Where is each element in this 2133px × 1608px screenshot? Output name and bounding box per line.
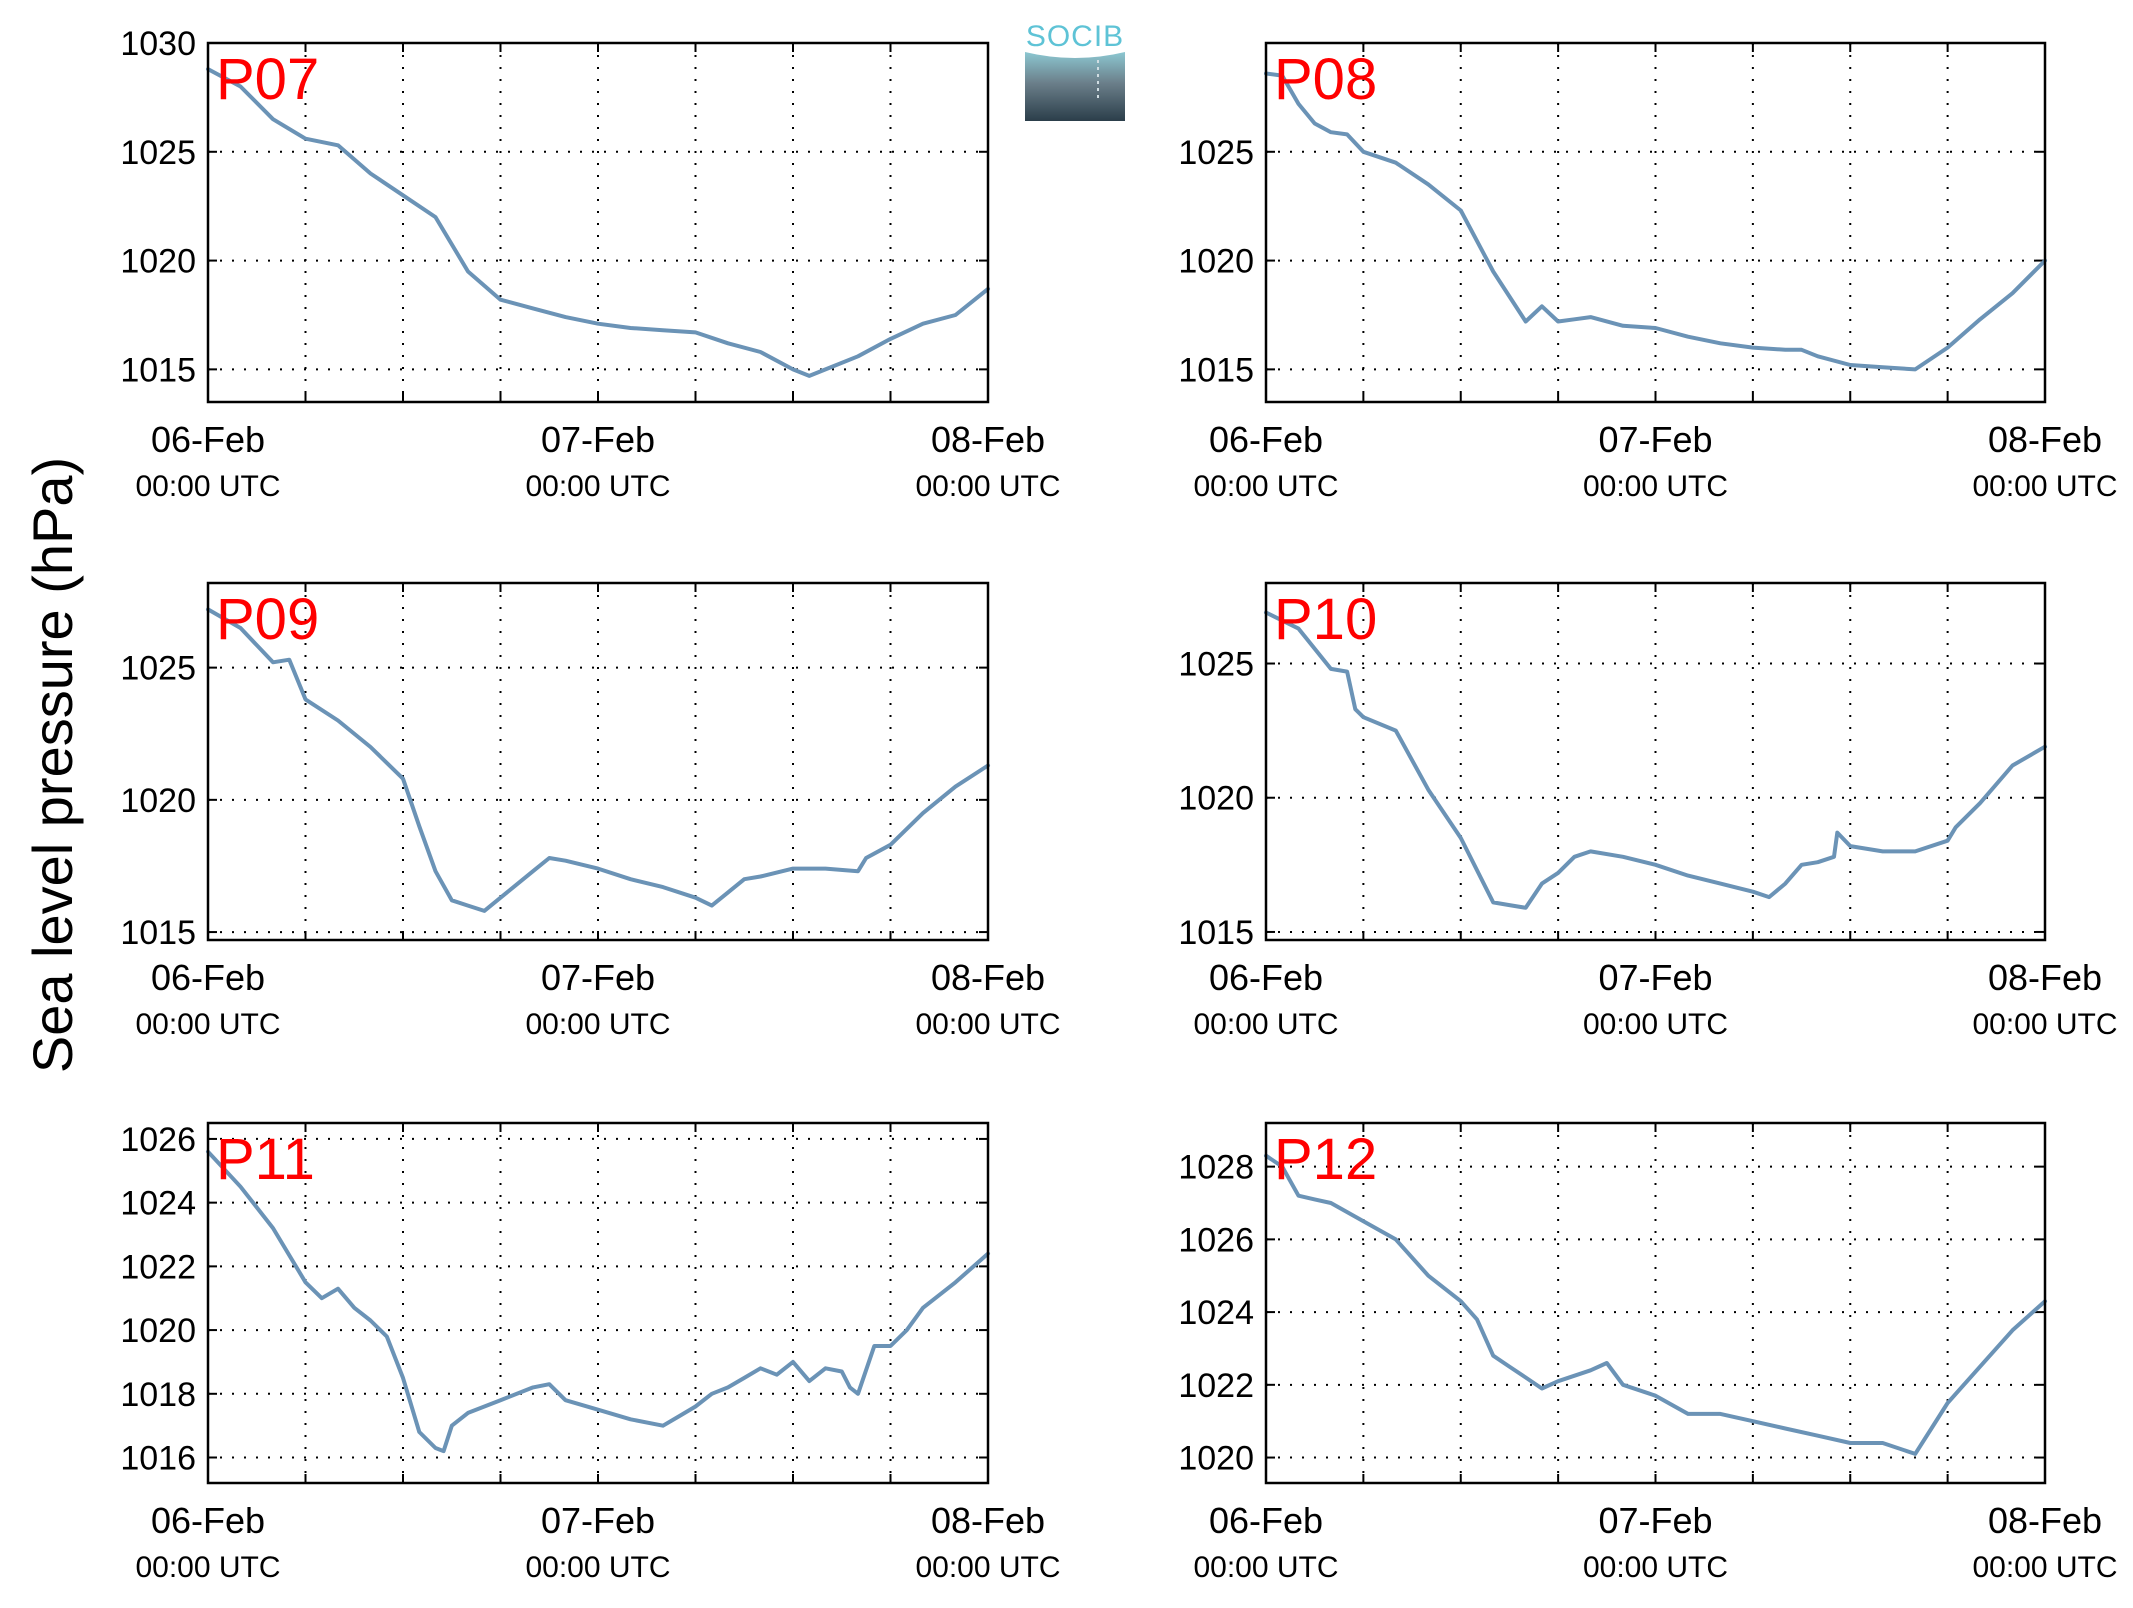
- x-tick-label-time: 00:00 UTC: [915, 470, 1060, 503]
- y-tick-label: 1026: [120, 1121, 196, 1159]
- y-tick-label: 1030: [120, 25, 196, 63]
- chart-panel-p09: 1015 1020 1025 06-Feb 00:00 UTC 07-Feb 00:00 U…: [120, 581, 1061, 1041]
- x-tick-label-date: 06-Feb: [151, 419, 265, 460]
- series-line-p11: [206, 1149, 990, 1454]
- y-tick-label: 1024: [1178, 1294, 1254, 1332]
- axes-frame: [206, 581, 990, 942]
- y-tick-label: 1022: [120, 1248, 196, 1286]
- x-tick-label-time: 00:00 UTC: [1972, 470, 2117, 503]
- panel-label: P12: [1274, 1127, 1377, 1192]
- x-tick-label-date: 08-Feb: [931, 419, 1045, 460]
- x-tick-label-time: 00:00 UTC: [525, 1551, 670, 1584]
- x-tick-label-date: 06-Feb: [1209, 1500, 1323, 1541]
- series-line-p10: [1264, 610, 2047, 910]
- y-tick-label: 1015: [120, 914, 196, 952]
- x-tick-label-time: 00:00 UTC: [135, 470, 280, 503]
- y-tick-label: 1026: [1178, 1221, 1254, 1259]
- chart-panel-p10: 1015 1020 1025 06-Feb 00:00 UTC 07-Feb 00:00 U…: [1178, 581, 2118, 1041]
- axes-frame: [206, 1121, 990, 1485]
- y-tick-label: 1016: [120, 1440, 196, 1478]
- x-tick-label-date: 07-Feb: [541, 419, 655, 460]
- series-line-p07: [206, 67, 990, 378]
- x-tick-label-date: 06-Feb: [151, 1500, 265, 1541]
- x-tick-label-time: 00:00 UTC: [915, 1008, 1060, 1041]
- chart-panel-p11: 1016 1018 1020 1022 1024 1026 06-Feb 00:00 UTC 0…: [120, 1121, 1060, 1584]
- y-tick-label: 1020: [1178, 780, 1254, 818]
- x-tick-label-time: 00:00 UTC: [1972, 1008, 2117, 1041]
- x-tick-label-date: 07-Feb: [541, 1500, 655, 1541]
- x-tick-label-time: 00:00 UTC: [1972, 1551, 2117, 1584]
- panel-label: P10: [1274, 587, 1377, 652]
- axes-frame: [1264, 41, 2047, 404]
- x-tick-label-time: 00:00 UTC: [525, 1008, 670, 1041]
- panel-label: P07: [216, 47, 319, 112]
- x-tick-label-date: 07-Feb: [1598, 419, 1712, 460]
- x-tick-label-date: 06-Feb: [1209, 419, 1323, 460]
- y-tick-label: 1025: [1178, 646, 1254, 684]
- y-tick-label: 1024: [120, 1185, 196, 1223]
- axes-frame: [206, 41, 990, 404]
- x-tick-label-time: 00:00 UTC: [1193, 1551, 1338, 1584]
- x-tick-label-date: 07-Feb: [1598, 1500, 1712, 1541]
- panel-label: P08: [1274, 47, 1377, 112]
- x-tick-label-date: 08-Feb: [931, 957, 1045, 998]
- axes-frame: [1264, 581, 2047, 942]
- chart-panel-p07: 1015 1020 1025 1030 06-Feb 00:00 UTC 07-Feb 00:…: [120, 25, 1060, 503]
- y-axis-label: Sea level pressure (hPa): [21, 457, 84, 1073]
- y-tick-label: 1025: [1178, 134, 1254, 172]
- y-tick-label: 1015: [1178, 914, 1254, 952]
- x-tick-label-time: 00:00 UTC: [1583, 1008, 1728, 1041]
- y-tick-label: 1020: [120, 243, 196, 281]
- chart-panels: 1015 1020 1025 1030 06-Feb 00:00 UTC 07-Feb 00:…: [120, 25, 2117, 1584]
- y-tick-label: 1015: [1178, 351, 1254, 389]
- series-line-p09: [206, 607, 990, 913]
- x-tick-label-date: 08-Feb: [1988, 419, 2102, 460]
- panel-label: P09: [216, 587, 319, 652]
- panel-label: P11: [216, 1127, 315, 1192]
- socib-logo: SOCIB: [1025, 20, 1125, 121]
- x-tick-label-time: 00:00 UTC: [1583, 470, 1728, 503]
- x-tick-label-date: 08-Feb: [1988, 957, 2102, 998]
- y-tick-label: 1020: [120, 1312, 196, 1350]
- x-tick-label-time: 00:00 UTC: [135, 1551, 280, 1584]
- x-tick-label-date: 06-Feb: [1209, 957, 1323, 998]
- x-tick-label-date: 07-Feb: [541, 957, 655, 998]
- x-tick-label-date: 06-Feb: [151, 957, 265, 998]
- series-line-p08: [1264, 71, 2047, 372]
- y-tick-label: 1020: [1178, 1440, 1254, 1478]
- logo-text: SOCIB: [1026, 20, 1124, 53]
- x-tick-label-date: 07-Feb: [1598, 957, 1712, 998]
- y-tick-label: 1025: [120, 134, 196, 172]
- y-tick-label: 1015: [120, 351, 196, 389]
- x-tick-label-date: 08-Feb: [1988, 1500, 2102, 1541]
- y-tick-label: 1020: [120, 782, 196, 820]
- x-tick-label-time: 00:00 UTC: [1583, 1551, 1728, 1584]
- y-tick-label: 1025: [120, 650, 196, 688]
- axes-frame: [1264, 1121, 2047, 1485]
- logo-wave-block: [1025, 52, 1125, 121]
- x-tick-label-time: 00:00 UTC: [1193, 470, 1338, 503]
- x-tick-label-date: 08-Feb: [931, 1500, 1045, 1541]
- series-line-p12: [1264, 1153, 2047, 1456]
- chart-panel-p08: 1015 1020 1025 06-Feb 00:00 UTC 07-Feb 00:00 U…: [1178, 41, 2118, 503]
- x-tick-label-time: 00:00 UTC: [915, 1551, 1060, 1584]
- y-tick-label: 1028: [1178, 1149, 1254, 1187]
- chart-panel-p12: 1020 1022 1024 1026 1028 06-Feb 00:00 UTC 07-Fe…: [1178, 1121, 2118, 1584]
- y-tick-label: 1020: [1178, 243, 1254, 281]
- y-tick-label: 1022: [1178, 1367, 1254, 1405]
- x-tick-label-time: 00:00 UTC: [525, 470, 670, 503]
- x-tick-label-time: 00:00 UTC: [1193, 1008, 1338, 1041]
- y-tick-label: 1018: [120, 1376, 196, 1414]
- x-tick-label-time: 00:00 UTC: [135, 1008, 280, 1041]
